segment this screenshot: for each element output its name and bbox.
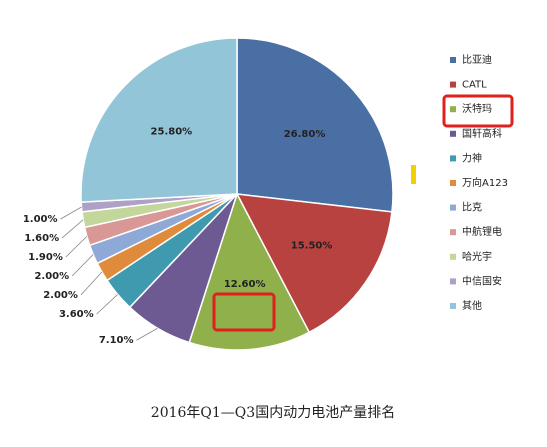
legend-swatch — [450, 180, 456, 186]
leader-line — [80, 271, 103, 296]
legend-swatch — [450, 106, 456, 113]
value-label: 12.60% — [224, 279, 266, 290]
legend-label: 国轩高科 — [462, 127, 502, 140]
value-label: 2.00% — [34, 271, 69, 282]
pie-slice — [80, 37, 238, 203]
legend-label: 哈光宇 — [462, 250, 492, 263]
legend-label: 力神 — [462, 151, 482, 164]
legend-swatch — [450, 81, 456, 88]
highlight-box — [212, 292, 276, 332]
leader-line — [136, 327, 158, 341]
legend-swatch — [450, 204, 456, 211]
leader-line — [71, 254, 94, 277]
legend-label: 中航锂电 — [462, 225, 502, 238]
leader-line — [96, 294, 118, 315]
marker-decoration — [411, 165, 416, 184]
leader-line — [60, 206, 82, 220]
legend-label: 比亚迪 — [462, 54, 492, 66]
legend-label: 比克 — [462, 202, 482, 214]
pie-slice — [235, 193, 393, 334]
value-label: 2.00% — [43, 290, 78, 301]
chart-title: 2016年Q1—Q3国内动力电池产量排名 — [151, 405, 395, 421]
value-label: 15.50% — [291, 240, 333, 251]
value-label: 1.00% — [23, 214, 58, 225]
legend-swatch — [450, 57, 456, 63]
leader-line — [61, 219, 84, 239]
legend-swatch — [450, 130, 456, 137]
legend-swatch — [450, 278, 456, 285]
value-label: 7.10% — [99, 335, 134, 346]
legend-swatch — [450, 155, 456, 162]
legend-label: 其他 — [462, 299, 482, 312]
value-label: 1.60% — [24, 233, 59, 244]
leader-line — [65, 236, 88, 258]
highlight-box — [442, 94, 514, 128]
pie-slice — [188, 192, 311, 351]
value-label: 3.60% — [59, 309, 94, 320]
legend-label: 中信国安 — [462, 274, 502, 287]
legend-swatch — [450, 229, 456, 236]
legend-label: 沃特玛 — [462, 103, 492, 115]
legend-swatch — [450, 303, 456, 309]
value-label: 26.80% — [284, 129, 326, 140]
legend-label: 万向A123 — [462, 176, 508, 189]
value-label: 1.90% — [28, 252, 63, 263]
legend-label: CATL — [462, 80, 487, 91]
pie-slice — [236, 37, 394, 213]
value-label: 25.80% — [151, 127, 193, 138]
legend-swatch — [450, 253, 456, 260]
